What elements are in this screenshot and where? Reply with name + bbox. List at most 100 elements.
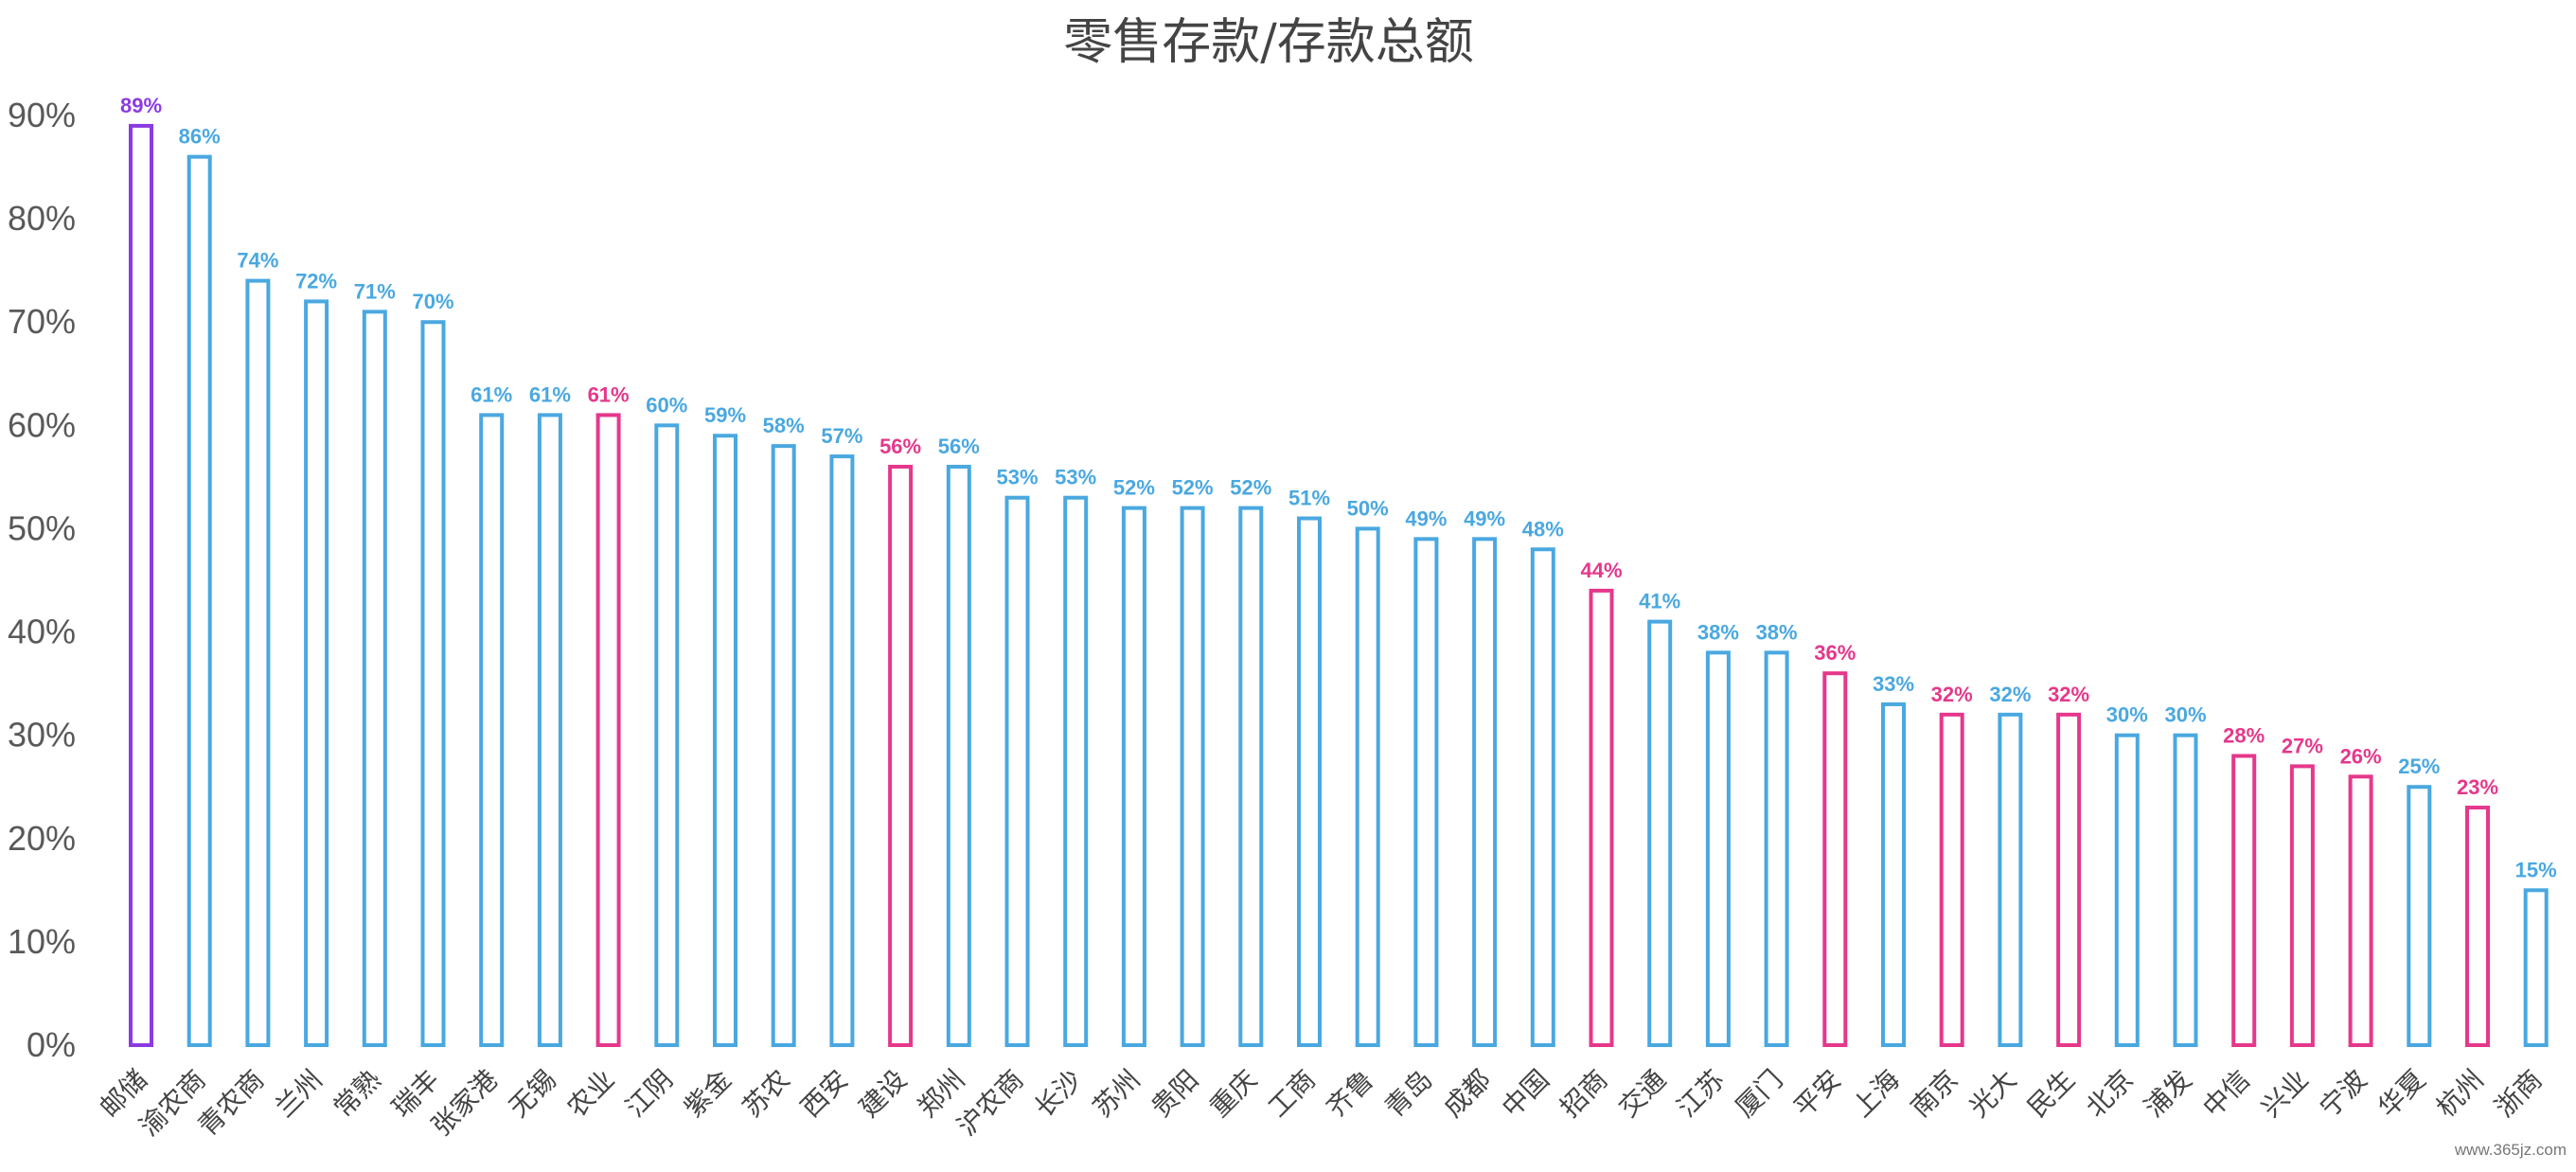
y-tick-label: 20% xyxy=(8,819,76,858)
bar xyxy=(2523,888,2549,1047)
data-label: 61% xyxy=(529,382,571,406)
data-label: 41% xyxy=(1639,590,1680,613)
data-label: 74% xyxy=(237,249,278,273)
bar xyxy=(245,278,271,1048)
bar xyxy=(420,320,446,1047)
data-label: 61% xyxy=(471,382,512,406)
bar xyxy=(187,154,212,1047)
data-label: 30% xyxy=(2164,703,2206,727)
x-tick-label: 浦发 xyxy=(2139,1064,2198,1124)
bar xyxy=(1413,537,1439,1047)
data-label: 15% xyxy=(2515,858,2557,881)
bar xyxy=(129,123,153,1047)
data-label: 72% xyxy=(295,269,337,293)
x-tick-label: 建设 xyxy=(853,1064,913,1124)
x-tick-label: 光大 xyxy=(1963,1064,2022,1124)
x-tick-label: 平安 xyxy=(1787,1064,1847,1124)
y-tick-label: 60% xyxy=(8,405,76,444)
data-label: 44% xyxy=(1580,559,1622,582)
x-tick-label: 苏农 xyxy=(737,1064,796,1124)
bar xyxy=(713,434,737,1047)
bar xyxy=(1764,650,1789,1048)
data-label: 52% xyxy=(1113,476,1155,500)
data-label: 56% xyxy=(938,435,980,458)
data-label: 86% xyxy=(179,125,221,149)
x-tick-label: 青岛 xyxy=(1378,1064,1438,1124)
data-label: 32% xyxy=(1931,683,1973,706)
bar xyxy=(304,299,329,1047)
data-label: 52% xyxy=(1172,476,1214,500)
bar xyxy=(1297,516,1322,1047)
x-tick-label: 紫金 xyxy=(678,1064,737,1124)
data-label: 51% xyxy=(1288,487,1330,510)
bar xyxy=(1589,588,1614,1048)
x-tick-label: 沪农商 xyxy=(951,1064,1030,1143)
bar xyxy=(1472,537,1498,1047)
x-tick-label: 厦门 xyxy=(1730,1064,1789,1124)
chart-title: 零售存款/存款总额 xyxy=(1063,14,1474,71)
data-label: 57% xyxy=(821,424,862,448)
data-label: 25% xyxy=(2398,755,2440,778)
bar xyxy=(1939,712,1964,1047)
x-tick-label: 苏州 xyxy=(1087,1064,1146,1124)
bar xyxy=(479,413,505,1047)
y-tick-label: 0% xyxy=(27,1025,76,1064)
data-label: 58% xyxy=(763,414,805,437)
data-label: 33% xyxy=(1873,672,1914,696)
data-label: 27% xyxy=(2282,734,2323,757)
y-tick-label: 50% xyxy=(8,508,76,547)
data-label: 49% xyxy=(1464,506,1505,530)
data-label: 36% xyxy=(1814,641,1856,665)
data-label: 49% xyxy=(1405,506,1447,530)
x-tick-label: 工商 xyxy=(1262,1064,1322,1124)
x-tick-label: 招商 xyxy=(1554,1064,1614,1124)
bar xyxy=(1238,506,1264,1047)
bar xyxy=(1647,619,1673,1048)
bar xyxy=(654,423,680,1048)
x-tick-label: 中国 xyxy=(1496,1064,1555,1124)
x-tick-label: 青农商 xyxy=(192,1064,271,1143)
data-label: 26% xyxy=(2340,744,2382,768)
bar xyxy=(946,464,971,1047)
x-tick-label: 兰州 xyxy=(269,1064,329,1124)
bar xyxy=(1705,650,1731,1048)
x-tick-label: 杭州 xyxy=(2430,1064,2490,1124)
x-tick-label: 常熟 xyxy=(328,1064,387,1124)
bar xyxy=(2348,774,2373,1047)
data-label: 71% xyxy=(354,279,396,303)
x-tick-label: 民生 xyxy=(2021,1064,2081,1124)
data-label: 70% xyxy=(412,290,453,313)
bar xyxy=(1121,506,1146,1047)
x-tick-label: 中信 xyxy=(2196,1064,2256,1124)
x-tick-label: 江阴 xyxy=(619,1064,679,1124)
data-label: 53% xyxy=(1055,466,1096,489)
x-tick-label: 张家港 xyxy=(425,1064,504,1143)
bar xyxy=(595,413,621,1047)
data-label: 53% xyxy=(996,466,1038,489)
y-tick-label: 70% xyxy=(8,302,76,341)
data-label: 23% xyxy=(2457,775,2498,799)
x-tick-label: 西安 xyxy=(794,1064,854,1124)
bar xyxy=(1004,495,1030,1047)
bar xyxy=(1355,526,1380,1047)
bar xyxy=(771,444,796,1047)
data-label: 32% xyxy=(1989,683,2031,706)
x-tick-label: 农业 xyxy=(561,1064,621,1124)
bar xyxy=(2173,733,2198,1048)
data-label: 60% xyxy=(646,393,687,417)
y-tick-label: 80% xyxy=(8,199,76,238)
bar xyxy=(537,413,562,1047)
data-label: 30% xyxy=(2106,703,2148,727)
x-tick-label: 宁波 xyxy=(2314,1064,2373,1124)
x-tick-label: 兴业 xyxy=(2255,1064,2315,1124)
x-tick-label: 浙商 xyxy=(2489,1064,2549,1124)
x-tick-label: 成都 xyxy=(1437,1064,1497,1124)
bars xyxy=(129,123,2549,1048)
x-tick-label: 长沙 xyxy=(1028,1064,1088,1124)
data-label: 52% xyxy=(1230,476,1271,500)
bar xyxy=(888,464,914,1047)
x-axis-labels: 邮储渝农商青农商兰州常熟瑞丰张家港无锡农业江阴紫金苏农西安建设郑州沪农商长沙苏州… xyxy=(94,1064,2549,1143)
bar xyxy=(2289,764,2315,1048)
